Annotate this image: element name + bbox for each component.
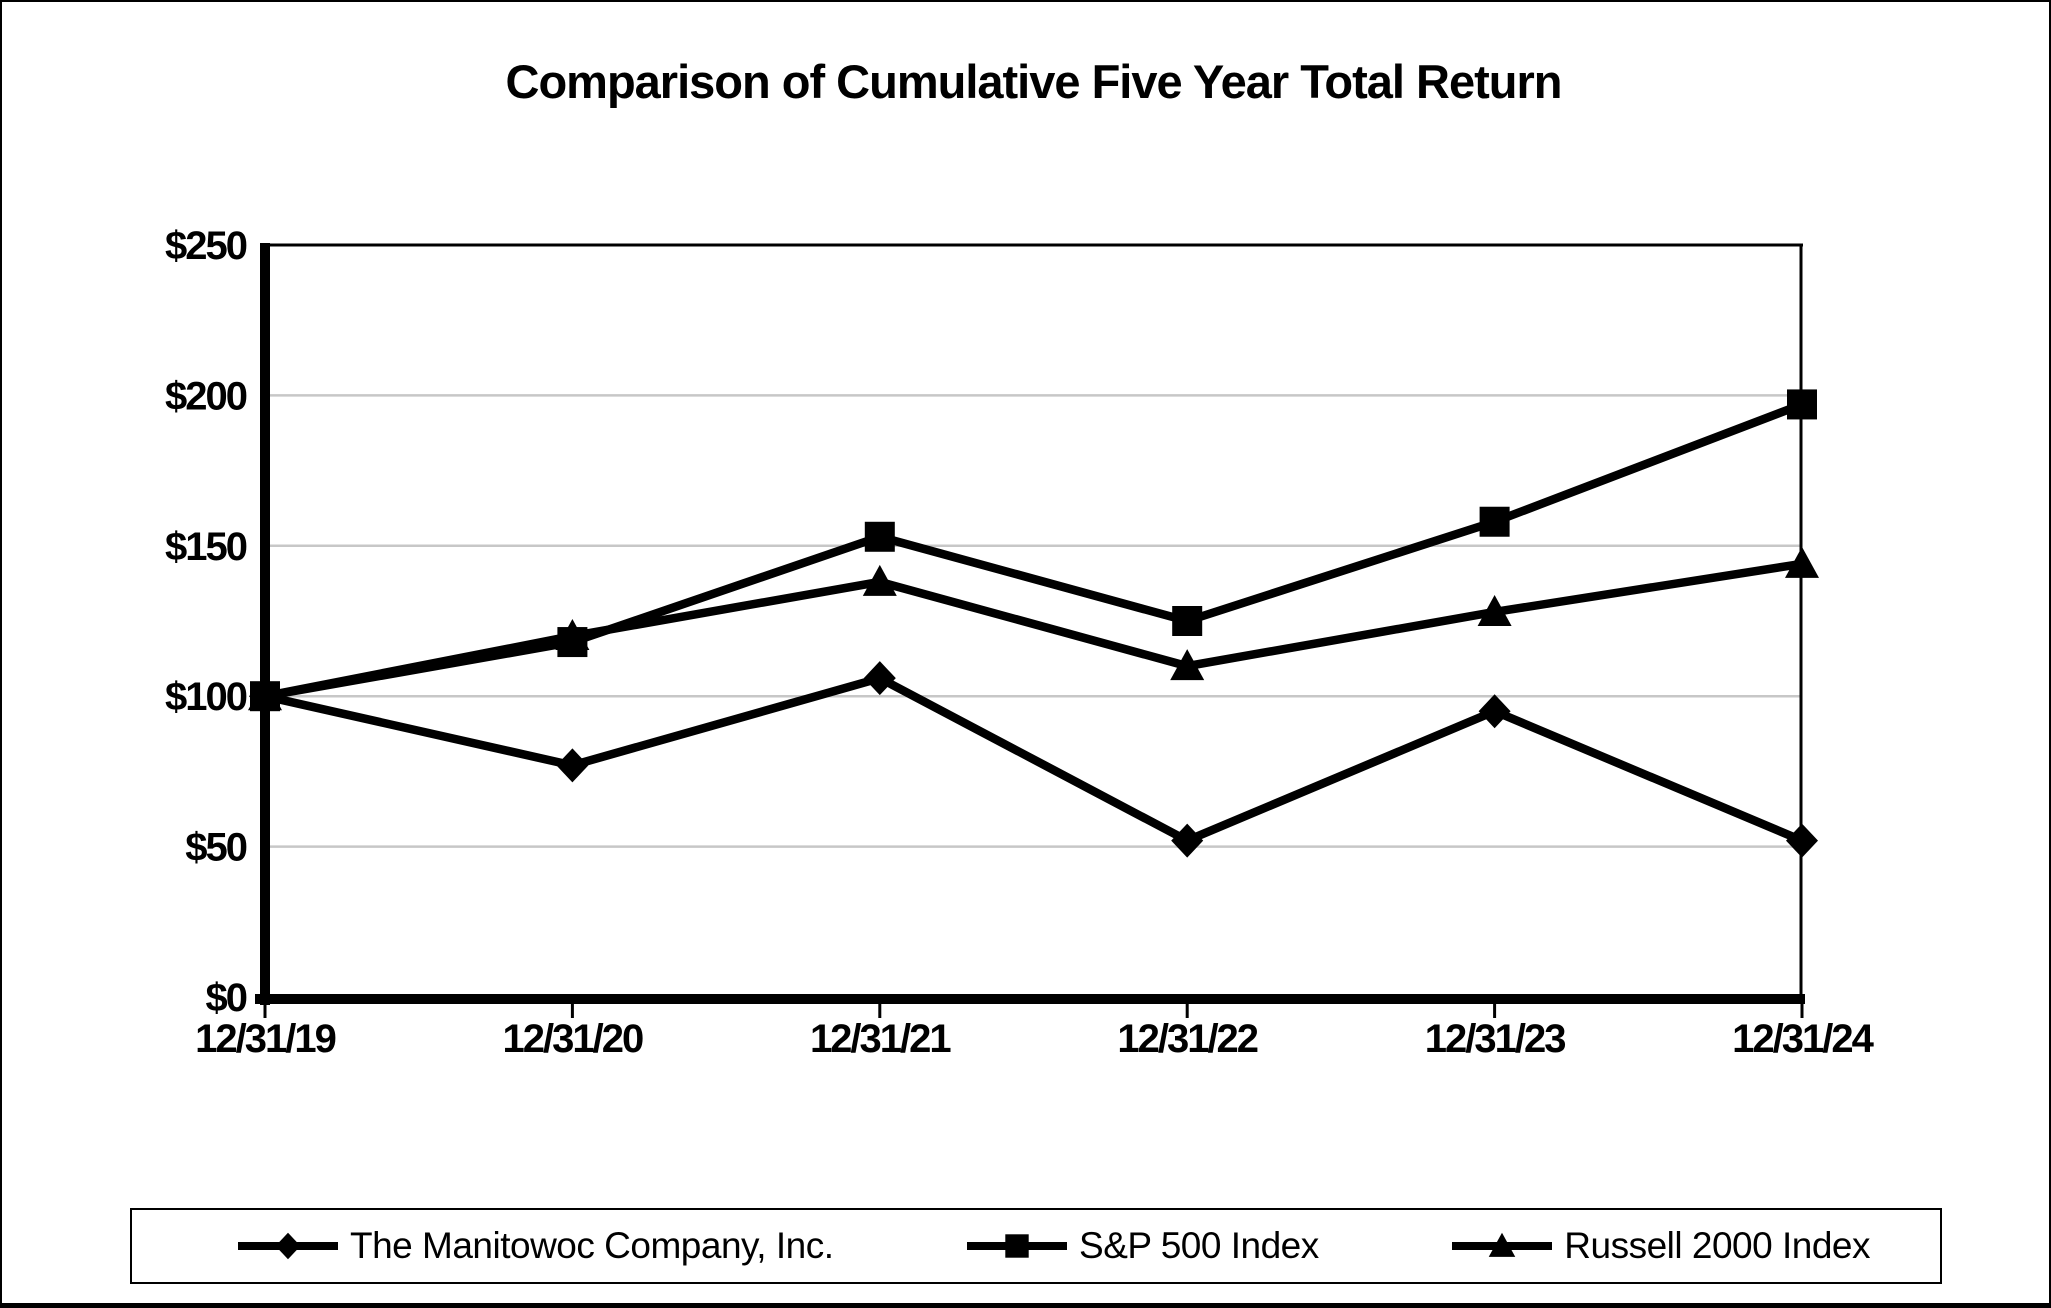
square-marker [557, 627, 588, 658]
series-square [250, 389, 1817, 712]
diamond-marker [863, 661, 896, 696]
legend-entry: S&P 500 Index [967, 1225, 1319, 1267]
square-legend-icon [967, 1234, 1068, 1258]
x-tick-label: 12/31/21 [810, 1017, 951, 1061]
x-tick-label: 12/31/20 [503, 1017, 643, 1061]
x-tick-label: 12/31/19 [195, 1017, 335, 1061]
triangle-marker [1170, 649, 1205, 681]
triangle-legend-icon [1452, 1232, 1553, 1257]
square-marker [1787, 389, 1817, 420]
x-tick-label: 12/31/23 [1425, 1017, 1565, 1061]
diamond-marker [1478, 694, 1511, 729]
triangle-marker [1477, 594, 1512, 626]
y-tick-label: $250 [165, 224, 247, 268]
series-line [264, 559, 1803, 701]
y-tick-label: $0 [206, 976, 247, 1020]
y-tick-label: $150 [165, 525, 247, 569]
diamond-legend-icon [238, 1232, 338, 1260]
y-tick-label: $200 [165, 374, 247, 418]
square-marker [250, 681, 280, 712]
series-line [264, 673, 1804, 846]
square-marker [1479, 506, 1510, 537]
diamond-marker [275, 1232, 301, 1260]
triangle-marker [1489, 1232, 1516, 1257]
legend-label: The Manitowoc Company, Inc. [350, 1225, 834, 1266]
series-diamond [249, 661, 1818, 858]
triangle-marker [1785, 546, 1819, 578]
diamond-marker [1786, 823, 1818, 858]
x-tick-label: 12/31/24 [1732, 1017, 1874, 1061]
square-marker [1005, 1234, 1029, 1258]
legend-label: S&P 500 Index [1079, 1225, 1319, 1266]
diamond-marker [1171, 823, 1204, 858]
legend-label: Russell 2000 Index [1564, 1225, 1870, 1266]
y-tick-label: $50 [185, 826, 246, 870]
legend-box: The Manitowoc Company, Inc. S&P 500 Index… [130, 1208, 1942, 1284]
legend-entry: The Manitowoc Company, Inc. [238, 1225, 834, 1267]
chart-title: Comparison of Cumulative Five Year Total… [505, 55, 1563, 108]
y-tick-label: $100 [165, 675, 247, 719]
series-triangle [248, 546, 1819, 711]
triangle-marker [862, 564, 897, 596]
square-marker [864, 521, 895, 552]
legend-entry: Russell 2000 Index [1452, 1225, 1870, 1267]
diamond-marker [556, 748, 589, 783]
series-line [264, 400, 1804, 701]
x-tick-label: 12/31/22 [1117, 1017, 1257, 1061]
square-marker [1172, 606, 1203, 636]
